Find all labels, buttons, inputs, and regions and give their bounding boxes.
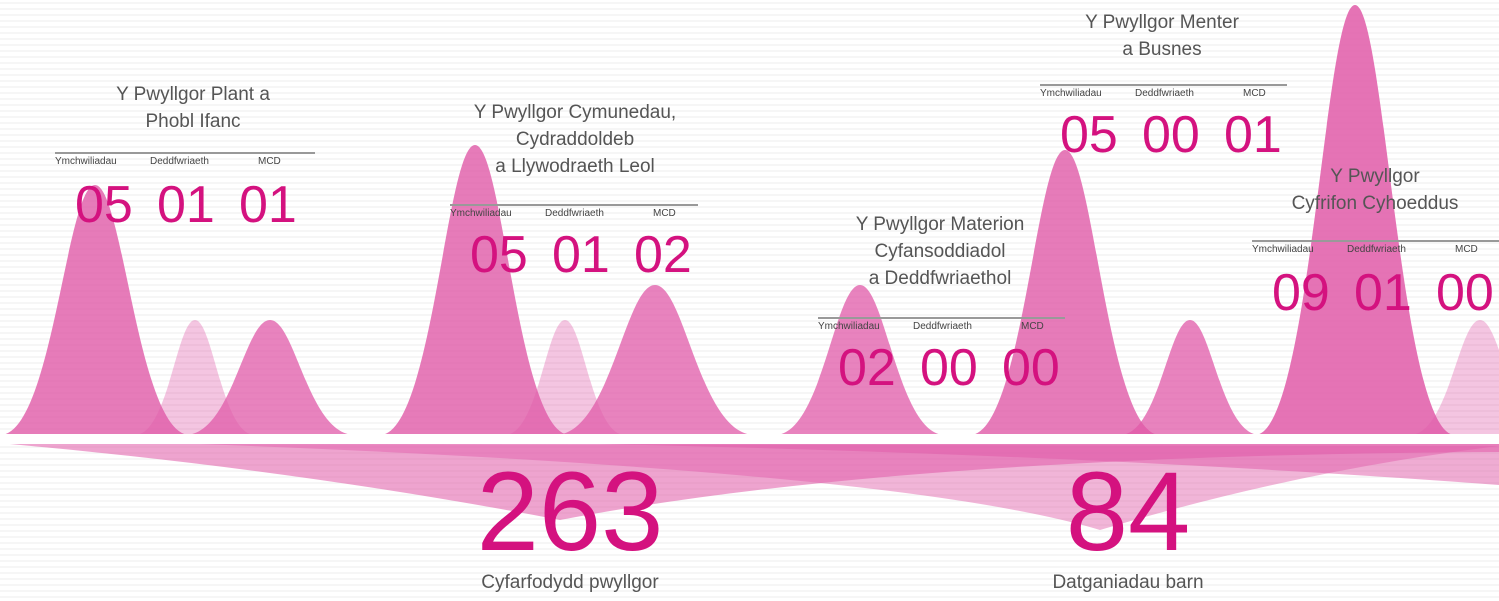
committee: Y Pwyllgor Materion Cyfansoddiadol a Deddf… — [818, 214, 1065, 397]
committee-title: Cyfrifon Cyhoeddus — [1292, 193, 1459, 214]
committees: Y Pwyllgor Plant a Phobl Ifanc Ymchwiliada… — [55, 12, 1499, 397]
stat-value: 84 — [1066, 449, 1191, 574]
committee-title: a Llywodraeth Leol — [495, 156, 655, 177]
committee-title: Cyfansoddiadol — [875, 241, 1006, 262]
committee-title: a Busnes — [1122, 39, 1201, 60]
peak — [1120, 320, 1260, 435]
count: 00 — [1436, 264, 1494, 322]
committee-title: Y Pwyllgor Menter — [1085, 12, 1239, 33]
peak — [185, 320, 355, 435]
committee: Y Pwyllgor Menter a Busnes Ymchwiliadau Ded… — [1040, 12, 1287, 164]
column-label: MCD — [653, 208, 676, 219]
peak — [0, 185, 190, 435]
column-label: Ymchwiliadau — [1040, 88, 1102, 99]
column-label: Deddfwriaeth — [1347, 244, 1406, 255]
column-label: MCD — [1243, 88, 1266, 99]
peak — [775, 285, 945, 435]
count: 01 — [552, 226, 610, 284]
committee-title: a Deddfwriaethol — [869, 268, 1012, 289]
peak — [1410, 320, 1499, 435]
swoosh — [10, 444, 1499, 520]
stat-caption: Cyfarfodydd pwyllgor — [481, 572, 659, 593]
peak — [1255, 5, 1455, 435]
column-label: Ymchwiliadau — [55, 156, 117, 167]
column-label: Ymchwiliadau — [1252, 244, 1314, 255]
committee-title: Y Pwyllgor Cymunedau, — [474, 102, 676, 123]
count: 09 — [1272, 264, 1330, 322]
count: 00 — [920, 339, 978, 397]
column-label: MCD — [1455, 244, 1478, 255]
column-label: Deddfwriaeth — [545, 208, 604, 219]
swooshes — [10, 444, 1499, 530]
column-label: Ymchwiliadau — [818, 321, 880, 332]
count: 01 — [157, 176, 215, 234]
column-label: Deddfwriaeth — [1135, 88, 1194, 99]
committee-title: Y Pwyllgor Plant a — [116, 84, 270, 105]
swoosh — [600, 444, 1499, 485]
count: 01 — [1224, 106, 1282, 164]
column-label: MCD — [258, 156, 281, 167]
column-label: Deddfwriaeth — [150, 156, 209, 167]
column-label: Deddfwriaeth — [913, 321, 972, 332]
committee-title: Phobl Ifanc — [145, 111, 240, 132]
peaks — [0, 5, 1499, 435]
committee: Y Pwyllgor Cymunedau, Cydraddoldeb a Llywo… — [450, 102, 698, 284]
peak — [380, 145, 570, 435]
committee-title: Y Pwyllgor Materion — [856, 214, 1025, 235]
stat-value: 263 — [477, 449, 664, 574]
count: 01 — [1354, 264, 1412, 322]
committee: Y Pwyllgor Cyfrifon Cyhoeddus Ymchwiliadau… — [1252, 166, 1499, 322]
count: 00 — [1002, 339, 1060, 397]
column-label: MCD — [1021, 321, 1044, 332]
count: 01 — [239, 176, 297, 234]
stat-caption: Datganiadau barn — [1052, 572, 1203, 593]
committee-title: Y Pwyllgor — [1330, 166, 1420, 187]
peak — [970, 150, 1160, 435]
count: 02 — [838, 339, 896, 397]
column-label: Ymchwiliadau — [450, 208, 512, 219]
committee-title: Cydraddoldeb — [516, 129, 634, 150]
divider — [0, 434, 1499, 444]
count: 00 — [1142, 106, 1200, 164]
count: 02 — [634, 226, 692, 284]
count: 05 — [1060, 106, 1118, 164]
committee: Y Pwyllgor Plant a Phobl Ifanc Ymchwiliada… — [55, 84, 315, 234]
peak — [555, 285, 755, 435]
count: 05 — [470, 226, 528, 284]
count: 05 — [75, 176, 133, 234]
swoosh — [200, 444, 1499, 530]
